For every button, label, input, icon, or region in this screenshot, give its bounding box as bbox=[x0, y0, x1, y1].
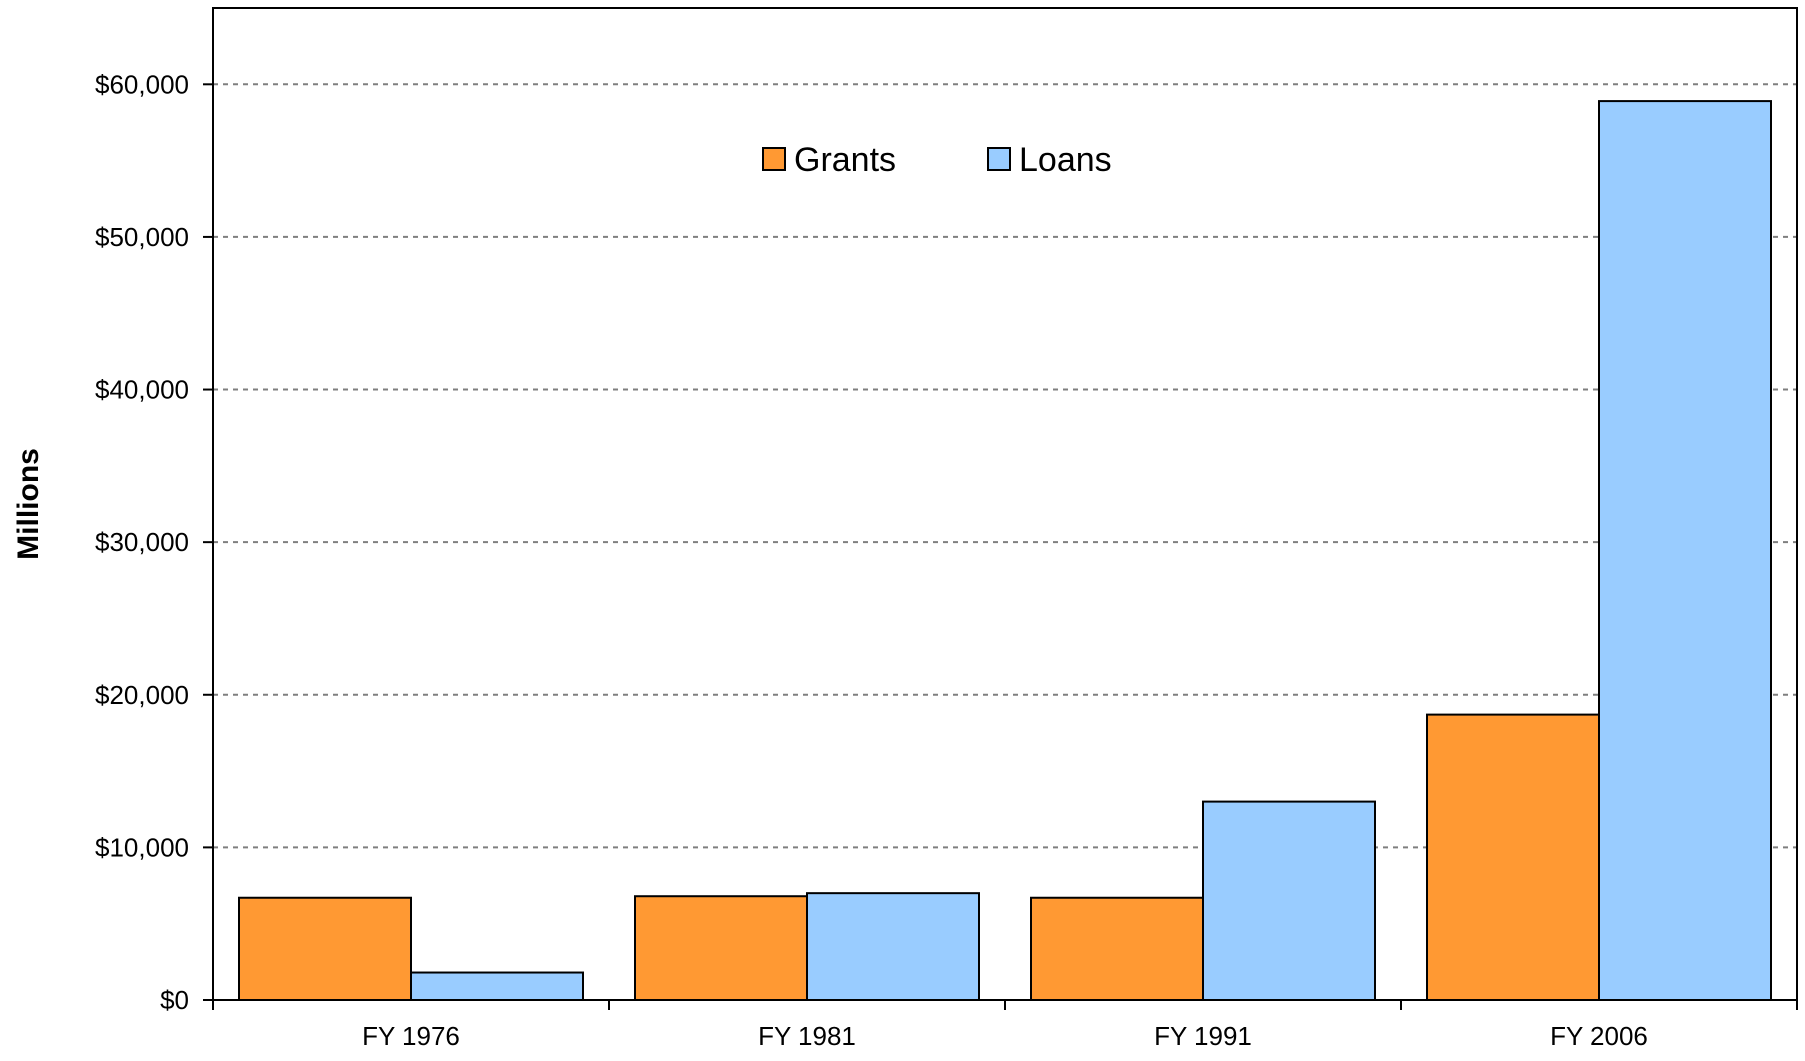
legend-swatch-grants bbox=[762, 147, 786, 171]
bar-grants bbox=[238, 896, 412, 1001]
x-axis-ticks: FY 1976 FY 1981 FY 1991 FY 2006 bbox=[212, 1000, 1798, 1051]
y-tick-label: $40,000 bbox=[95, 375, 189, 405]
bar-grants bbox=[1030, 896, 1204, 1001]
bar-grants bbox=[634, 895, 808, 1002]
x-tick-label: FY 1991 bbox=[1154, 1021, 1252, 1051]
legend: Grants Loans bbox=[762, 141, 1112, 179]
x-tick-label: FY 2006 bbox=[1550, 1021, 1648, 1051]
legend-label-grants: Grants bbox=[794, 141, 896, 179]
y-tick-label: $10,000 bbox=[95, 832, 189, 862]
bar-loans bbox=[1598, 100, 1772, 1001]
x-tick-label: FY 1976 bbox=[362, 1021, 460, 1051]
y-tick-label: $0 bbox=[160, 985, 189, 1015]
bar-loans bbox=[806, 892, 980, 1002]
y-axis-title: Millions bbox=[12, 448, 45, 560]
legend-label-loans: Loans bbox=[1019, 141, 1112, 179]
y-tick-label: $60,000 bbox=[95, 69, 189, 99]
legend-swatch-loans bbox=[987, 147, 1011, 171]
y-axis-ticks: $0 $10,000 $20,000 $30,000 $40,000 $50,000 $60… bbox=[95, 69, 213, 1015]
bar-loans bbox=[410, 971, 584, 1002]
y-tick-label: $20,000 bbox=[95, 680, 189, 710]
bar-grants bbox=[1426, 713, 1600, 1002]
y-tick-label: $30,000 bbox=[95, 527, 189, 557]
bar-loans bbox=[1202, 800, 1376, 1001]
bars bbox=[238, 100, 1772, 1002]
y-tick-label: $50,000 bbox=[95, 222, 189, 252]
x-tick-label: FY 1981 bbox=[758, 1021, 856, 1051]
